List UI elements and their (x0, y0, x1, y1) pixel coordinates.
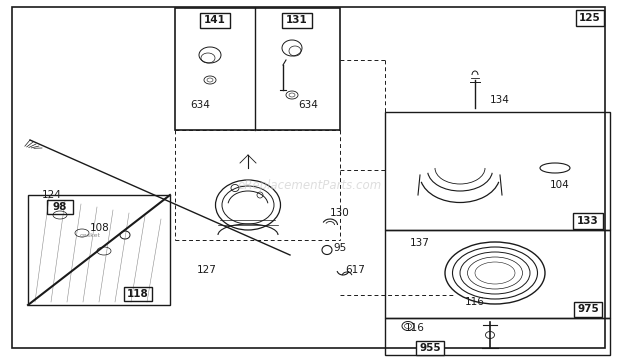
Text: 634: 634 (190, 100, 210, 110)
Bar (200, 13, 230, 27)
Bar (385, 318, 610, 355)
Text: 617: 617 (345, 265, 365, 275)
Bar (282, 13, 312, 27)
Text: 955: 955 (419, 343, 441, 353)
Bar (385, 112, 610, 230)
Text: 125: 125 (579, 13, 601, 23)
Text: 104: 104 (550, 180, 570, 190)
Text: 131: 131 (286, 15, 308, 25)
Text: eReplacementParts.com: eReplacementParts.com (238, 178, 382, 191)
Text: 634: 634 (298, 100, 318, 110)
Bar (576, 10, 604, 26)
Text: 130: 130 (330, 208, 350, 218)
Text: 95: 95 (334, 243, 347, 253)
Text: 137: 137 (410, 238, 430, 248)
Text: 141: 141 (204, 15, 226, 25)
Bar (574, 301, 602, 317)
Text: gasket: gasket (79, 232, 100, 238)
Bar (175, 8, 340, 130)
Bar (385, 230, 610, 318)
Text: 118: 118 (127, 289, 149, 299)
Text: 116: 116 (405, 323, 425, 333)
Text: 133: 133 (577, 216, 599, 226)
Text: 124: 124 (42, 190, 62, 200)
Bar (124, 287, 152, 301)
Bar (573, 213, 603, 229)
Text: 116: 116 (465, 297, 485, 307)
Text: 98: 98 (53, 202, 67, 212)
Text: 975: 975 (577, 304, 599, 314)
Bar (416, 341, 444, 355)
Text: 108: 108 (90, 223, 110, 233)
Bar (47, 200, 73, 214)
Text: 134: 134 (490, 95, 510, 105)
Bar (28, 195, 170, 305)
Text: 127: 127 (197, 265, 217, 275)
